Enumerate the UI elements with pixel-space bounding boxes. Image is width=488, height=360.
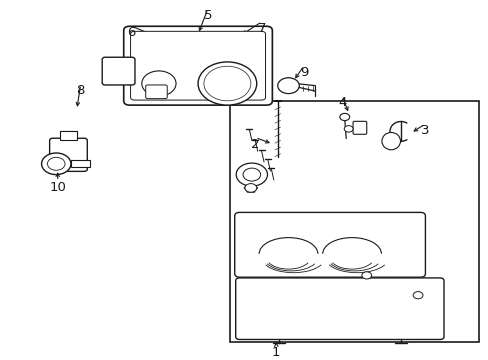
Ellipse shape [381, 132, 400, 150]
Text: 1: 1 [271, 346, 280, 359]
FancyBboxPatch shape [235, 278, 443, 339]
Bar [60, 131, 77, 140]
Circle shape [244, 184, 256, 192]
Circle shape [344, 126, 352, 132]
Text: 2: 2 [250, 138, 259, 150]
Text: 3: 3 [420, 124, 429, 137]
Circle shape [142, 71, 176, 96]
Text: 7: 7 [257, 22, 266, 35]
Text: 9: 9 [299, 66, 308, 78]
FancyBboxPatch shape [352, 121, 366, 134]
Circle shape [203, 66, 250, 101]
Circle shape [412, 292, 422, 299]
Circle shape [41, 153, 71, 175]
Circle shape [339, 113, 349, 121]
Circle shape [236, 163, 267, 186]
Circle shape [47, 157, 65, 170]
Circle shape [361, 272, 371, 279]
FancyBboxPatch shape [234, 212, 425, 277]
Text: 6: 6 [126, 26, 135, 39]
FancyBboxPatch shape [102, 57, 135, 85]
Text: 4: 4 [337, 96, 346, 109]
Text: 10: 10 [49, 181, 66, 194]
FancyBboxPatch shape [145, 85, 167, 99]
Circle shape [243, 168, 260, 181]
FancyBboxPatch shape [50, 138, 87, 171]
FancyBboxPatch shape [130, 31, 265, 100]
Circle shape [277, 78, 299, 94]
FancyBboxPatch shape [123, 26, 272, 105]
Bar [71, 160, 90, 167]
Bar [229, 101, 478, 342]
Text: 5: 5 [203, 9, 212, 22]
Circle shape [198, 62, 256, 105]
Text: 8: 8 [76, 84, 85, 97]
